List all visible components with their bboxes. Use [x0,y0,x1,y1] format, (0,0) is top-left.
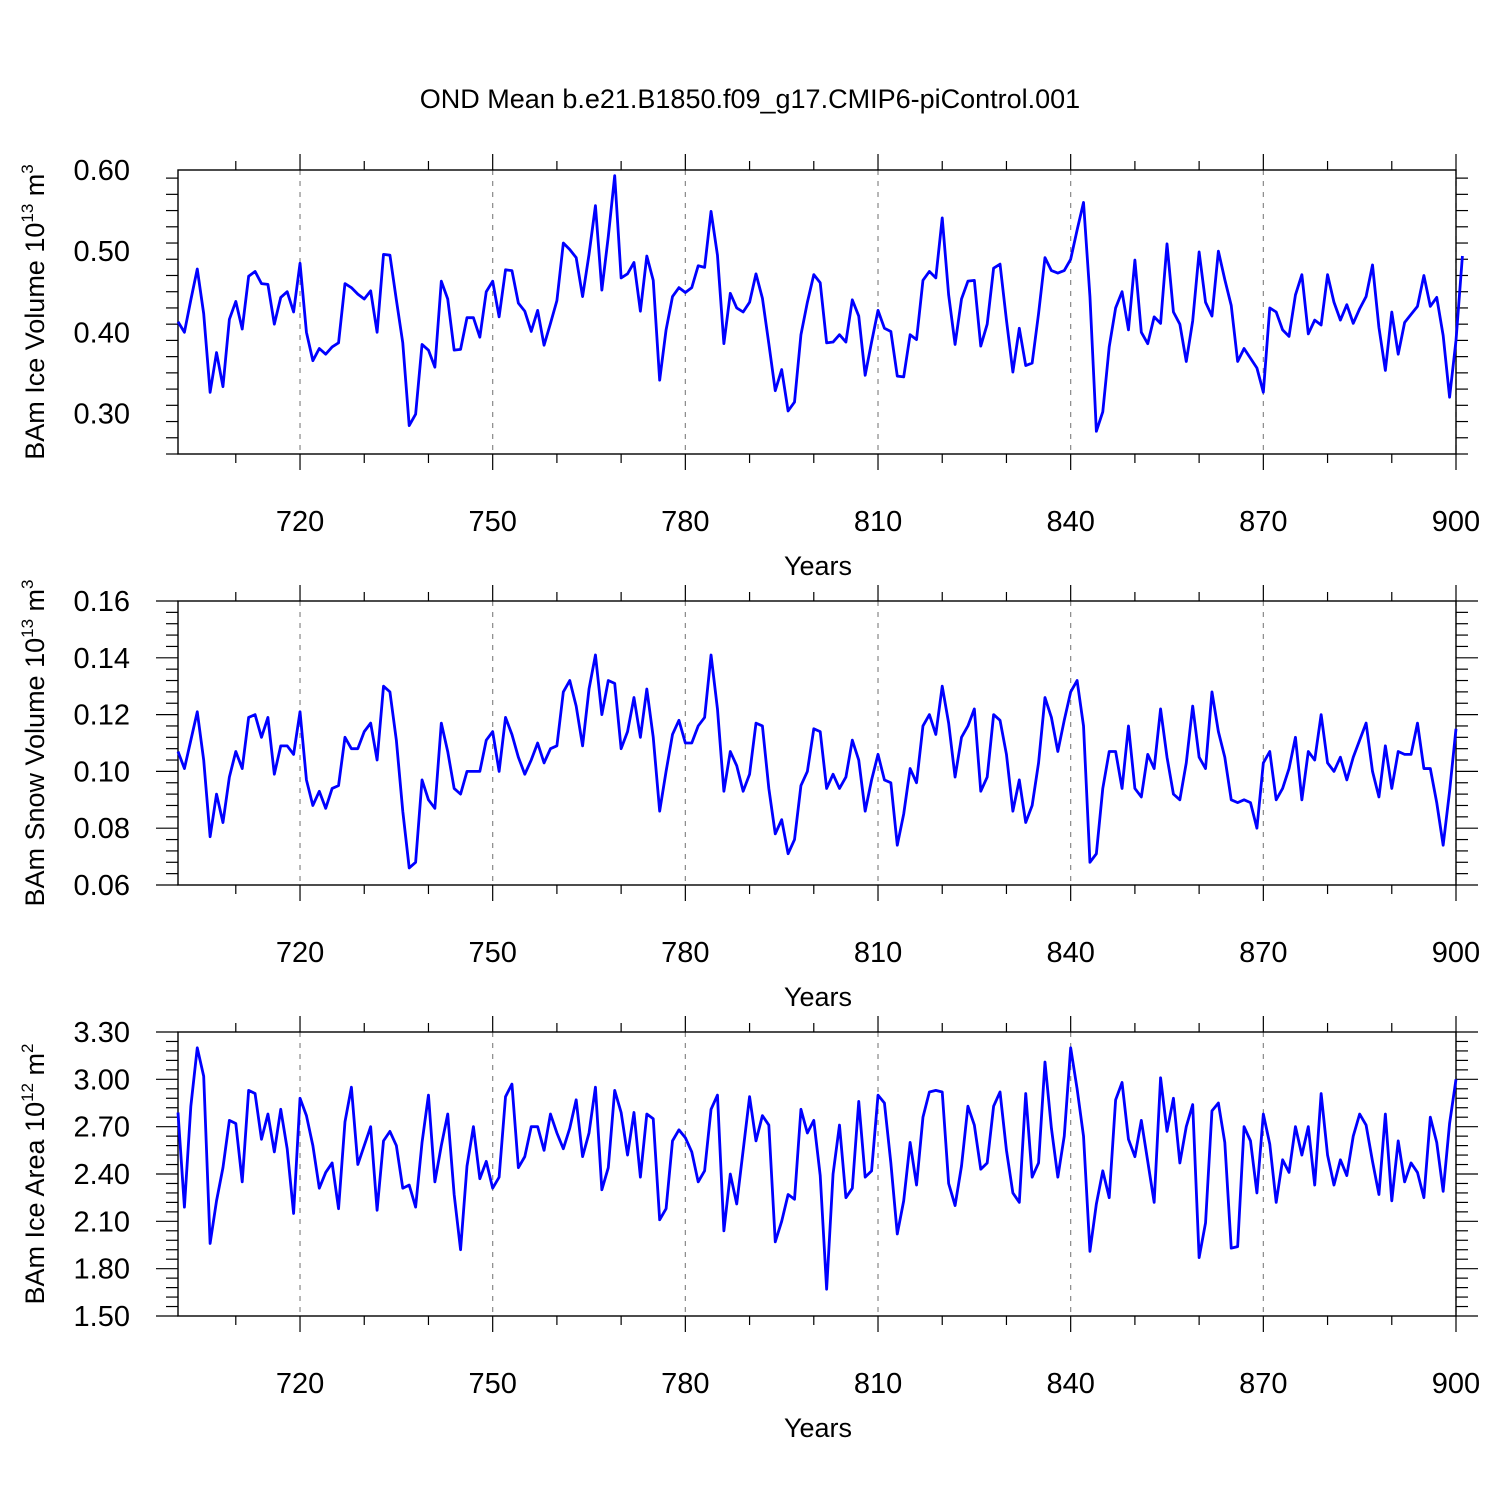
x-tick-label-900: 900 [1432,1368,1480,1400]
figure-title: OND Mean b.e21.B1850.f09_g17.CMIP6-piCon… [420,84,1080,114]
y-axis-title-unit-exponent: 2 [18,1043,37,1052]
y-tick-label: 2.70 [74,1112,130,1144]
x-tick-label-750: 750 [468,1368,516,1400]
x-tick-label-810: 810 [854,1368,902,1400]
x-tick-label-720: 720 [276,1368,324,1400]
plot-frame [177,600,1457,886]
panel-ice-area: Years BAm Ice Area 1012 m2 1.50 1.80 2.10 2… [18,1016,1480,1443]
y-axis-title-unit: m [20,1053,50,1076]
y-axis-title-unit-exponent: 3 [18,579,37,588]
y-axis-title-unit: m [20,589,50,612]
x-tick-label-750: 750 [468,506,516,538]
x-tick-label-720: 720 [276,937,324,969]
y-tick-label: 2.40 [74,1159,130,1191]
x-axis-title: Years [784,551,852,581]
y-tick-label: 0.40 [74,317,130,349]
panel-ice-volume: Years BAm Ice Volume 1013 m3 0.30 0.40 0.5… [18,154,1480,581]
y-axis-title-unit: m [20,174,50,197]
x-tick-label-870: 870 [1239,1368,1287,1400]
x-tick-label-840: 840 [1046,937,1094,969]
x-tick-label-900: 900 [1432,937,1480,969]
x-tick-label-840: 840 [1046,506,1094,538]
y-tick-label: 2.10 [74,1206,130,1238]
y-tick-label: 0.12 [74,700,130,732]
x-tick-label-870: 870 [1239,937,1287,969]
x-tick-label-750: 750 [468,937,516,969]
y-tick-label: 0.30 [74,398,130,430]
x-tick-label-780: 780 [661,1368,709,1400]
y-tick-label: 1.80 [74,1254,130,1286]
plot-frame [177,169,1457,455]
plot-frame [177,1031,1457,1317]
y-axis-title-prefix: BAm Ice Area 10 [20,1102,50,1305]
y-tick-label: 0.14 [74,643,130,675]
x-axis-title: Years [784,1413,852,1443]
x-tick-label-780: 780 [661,506,709,538]
y-tick-label: 0.10 [74,756,130,788]
x-tick-label-720: 720 [276,506,324,538]
series-line [176,653,1458,870]
y-tick-label: 1.50 [74,1301,130,1333]
x-tick-label-810: 810 [854,506,902,538]
x-tick-label-810: 810 [854,937,902,969]
y-tick-label: 3.00 [74,1064,130,1096]
x-tick-label-780: 780 [661,937,709,969]
x-tick-label-870: 870 [1239,506,1287,538]
y-axis-title-exponent: 12 [18,1083,37,1102]
series-line [176,1046,1458,1291]
y-axis-title-exponent: 13 [18,619,37,638]
y-axis-title-prefix: BAm Ice Volume 10 [20,223,50,460]
x-axis-title: Years [784,982,852,1012]
y-axis-title: BAm Snow Volume 1013 m3 [18,579,50,906]
series-line [176,174,1464,433]
y-tick-label: 0.50 [74,236,130,268]
y-axis-title: BAm Ice Volume 1013 m3 [18,164,50,460]
y-tick-label: 3.30 [74,1017,130,1049]
y-tick-label: 0.16 [74,586,130,618]
y-axis-title-exponent: 13 [18,204,37,223]
y-tick-label: 0.60 [74,155,130,187]
y-axis-title-unit-exponent: 3 [18,164,37,173]
panel-snow-volume: Years BAm Snow Volume 1013 m3 0.06 0.08 0.… [18,579,1480,1012]
y-axis-title: BAm Ice Area 1012 m2 [18,1043,50,1304]
y-tick-label: 0.06 [74,870,130,902]
y-tick-label: 0.08 [74,813,130,845]
x-tick-label-900: 900 [1432,506,1480,538]
x-tick-label-840: 840 [1046,1368,1094,1400]
y-axis-title-prefix: BAm Snow Volume 10 [20,638,50,907]
